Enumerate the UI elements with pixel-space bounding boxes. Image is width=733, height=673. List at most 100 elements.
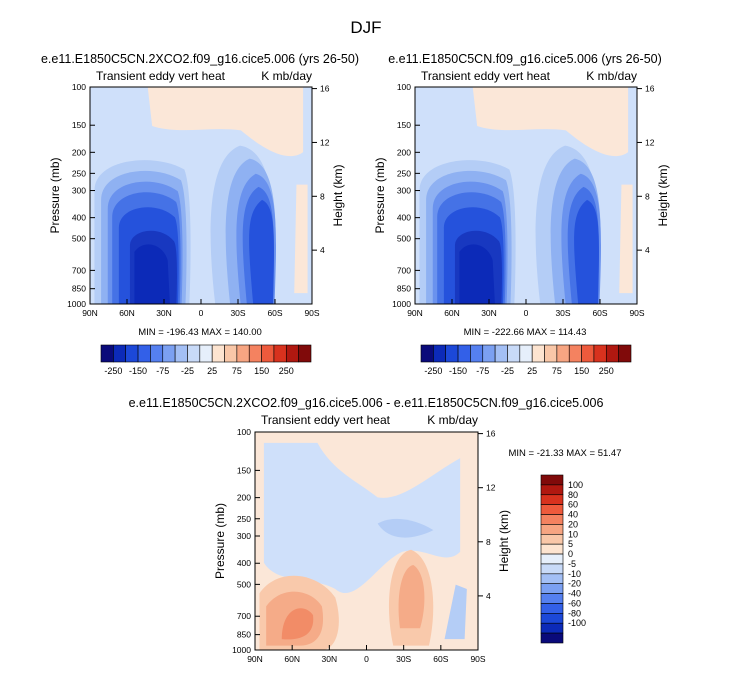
colorbar-swatch — [199, 344, 213, 363]
colorbar-swatch — [125, 344, 139, 363]
colorbar-swatch — [556, 344, 570, 363]
x-tick-label: 30S — [396, 654, 411, 664]
variable-label: Transient eddy vert heat — [96, 69, 226, 83]
chart-panel-1: e.e11.E1850C5CN.2XCO2.f09_g16.cice5.006 … — [41, 52, 359, 338]
y-tick-label: 300 — [237, 531, 251, 541]
colorbar-swatch — [519, 344, 533, 363]
colorbar-label: -10 — [568, 569, 581, 579]
nh-positive-level-3 — [281, 608, 314, 640]
colorbar-label: -250 — [104, 366, 122, 376]
colorbar-label: 80 — [568, 490, 578, 500]
nh-eddy-cell-core — [134, 244, 170, 304]
chart-panel-3: e.e11.E1850C5CN.2XCO2.f09_g16.cice5.006 … — [129, 396, 622, 664]
negative-region — [263, 442, 461, 594]
colorbar-label: -25 — [501, 366, 514, 376]
y-tick-label: 200 — [397, 147, 411, 157]
colorbar-swatch — [224, 344, 238, 363]
colorbars-group: -250 -150 -75 -25 25 75 150 250 -250 -150 -75 -25 25… — [100, 344, 632, 644]
colorbar-2: -250 -150 -75 -25 25 75 150 250 — [420, 344, 632, 376]
colorbar-swatch — [100, 344, 114, 363]
colorbar-swatch — [113, 344, 127, 363]
colorbar-swatch — [137, 344, 151, 363]
y-tick-label: 700 — [237, 611, 251, 621]
colorbar-swatch — [187, 344, 201, 363]
figure-title: DJF — [350, 18, 381, 37]
units-label: K mb/day — [427, 413, 478, 427]
colorbar-swatch — [618, 344, 632, 363]
positive-region-upper — [147, 87, 304, 157]
y-tick-label: 1000 — [392, 299, 411, 309]
y-tick-label: 700 — [72, 265, 86, 275]
y2-tick-label: 8 — [645, 191, 650, 201]
y-tick-label: 500 — [397, 234, 411, 244]
y-tick-label: 300 — [72, 186, 86, 196]
y2-axis-title: Height (km) — [497, 510, 511, 572]
colorbar-swatch — [298, 344, 312, 363]
y-tick-label: 850 — [72, 284, 86, 294]
positive-region-edge — [294, 184, 308, 294]
colorbar-swatch — [540, 524, 564, 535]
y-axis-title: Pressure (mb) — [213, 503, 227, 579]
y2-tick-label: 4 — [320, 245, 325, 255]
x-tick-label: 60N — [119, 308, 135, 318]
colorbar-swatch — [174, 344, 188, 363]
x-tick-label: 60S — [433, 654, 448, 664]
colorbar-swatch — [540, 632, 564, 644]
sh-eddy-cell-level-5 — [574, 199, 599, 304]
x-tick-label: 0 — [199, 308, 204, 318]
colorbar-swatch — [540, 603, 564, 614]
nh-eddy-cell-core — [459, 244, 495, 304]
y-tick-label: 850 — [237, 630, 251, 640]
colorbar-swatch — [162, 344, 176, 363]
colorbar-swatch — [540, 504, 564, 515]
y-tick-label: 150 — [397, 120, 411, 130]
x-tick-label: 60S — [267, 308, 282, 318]
colorbar-swatch — [457, 344, 471, 363]
y-axis-title: Pressure (mb) — [48, 157, 62, 233]
y-tick-label: 150 — [72, 120, 86, 130]
x-tick-label: 60N — [444, 308, 460, 318]
x-tick-label: 90N — [82, 308, 98, 318]
positive-region-upper — [472, 87, 629, 157]
colorbar-label: -80 — [568, 608, 581, 618]
y-tick-label: 700 — [397, 265, 411, 275]
colorbar-swatch — [540, 613, 564, 624]
y2-tick-label: 4 — [645, 245, 650, 255]
colorbar-label: 150 — [574, 366, 589, 376]
colorbar-label: -150 — [129, 366, 147, 376]
panel-title: e.e11.E1850C5CN.2XCO2.f09_g16.cice5.006 … — [129, 396, 604, 410]
y-tick-label: 850 — [397, 284, 411, 294]
y2-axis-title: Height (km) — [656, 164, 670, 226]
colorbar-label: -75 — [476, 366, 489, 376]
colorbar-label: 25 — [207, 366, 217, 376]
min-max-label: MIN = -196.43 MAX = 140.00 — [138, 327, 262, 338]
colorbar-label: -100 — [568, 618, 586, 628]
colorbar-label: 150 — [254, 366, 269, 376]
x-tick-label: 90S — [629, 308, 644, 318]
x-tick-label: 30N — [481, 308, 497, 318]
y2-tick-label: 16 — [645, 84, 655, 94]
y2-tick-label: 12 — [486, 483, 496, 493]
y-tick-label: 300 — [397, 186, 411, 196]
y2-tick-label: 8 — [486, 537, 491, 547]
x-tick-label: 90N — [247, 654, 263, 664]
y2-tick-label: 8 — [320, 191, 325, 201]
y2-tick-label: 12 — [320, 137, 330, 147]
colorbar-label: 25 — [527, 366, 537, 376]
colorbar-swatch — [273, 344, 287, 363]
x-tick-label: 30N — [156, 308, 172, 318]
x-tick-label: 90S — [470, 654, 485, 664]
colorbar-swatch — [540, 484, 564, 496]
panels-group: e.e11.E1850C5CN.2XCO2.f09_g16.cice5.006 … — [41, 52, 670, 664]
colorbar-swatch — [248, 344, 262, 363]
positive-region-edge — [619, 184, 633, 294]
min-max-label: MIN = -21.33 MAX = 51.47 — [508, 448, 621, 459]
variable-label: Transient eddy vert heat — [421, 69, 551, 83]
colorbar-label: -25 — [181, 366, 194, 376]
colorbar-label: -75 — [156, 366, 169, 376]
colorbar-label: 40 — [568, 510, 578, 520]
colorbar-label: -250 — [424, 366, 442, 376]
colorbar-swatch — [568, 344, 582, 363]
